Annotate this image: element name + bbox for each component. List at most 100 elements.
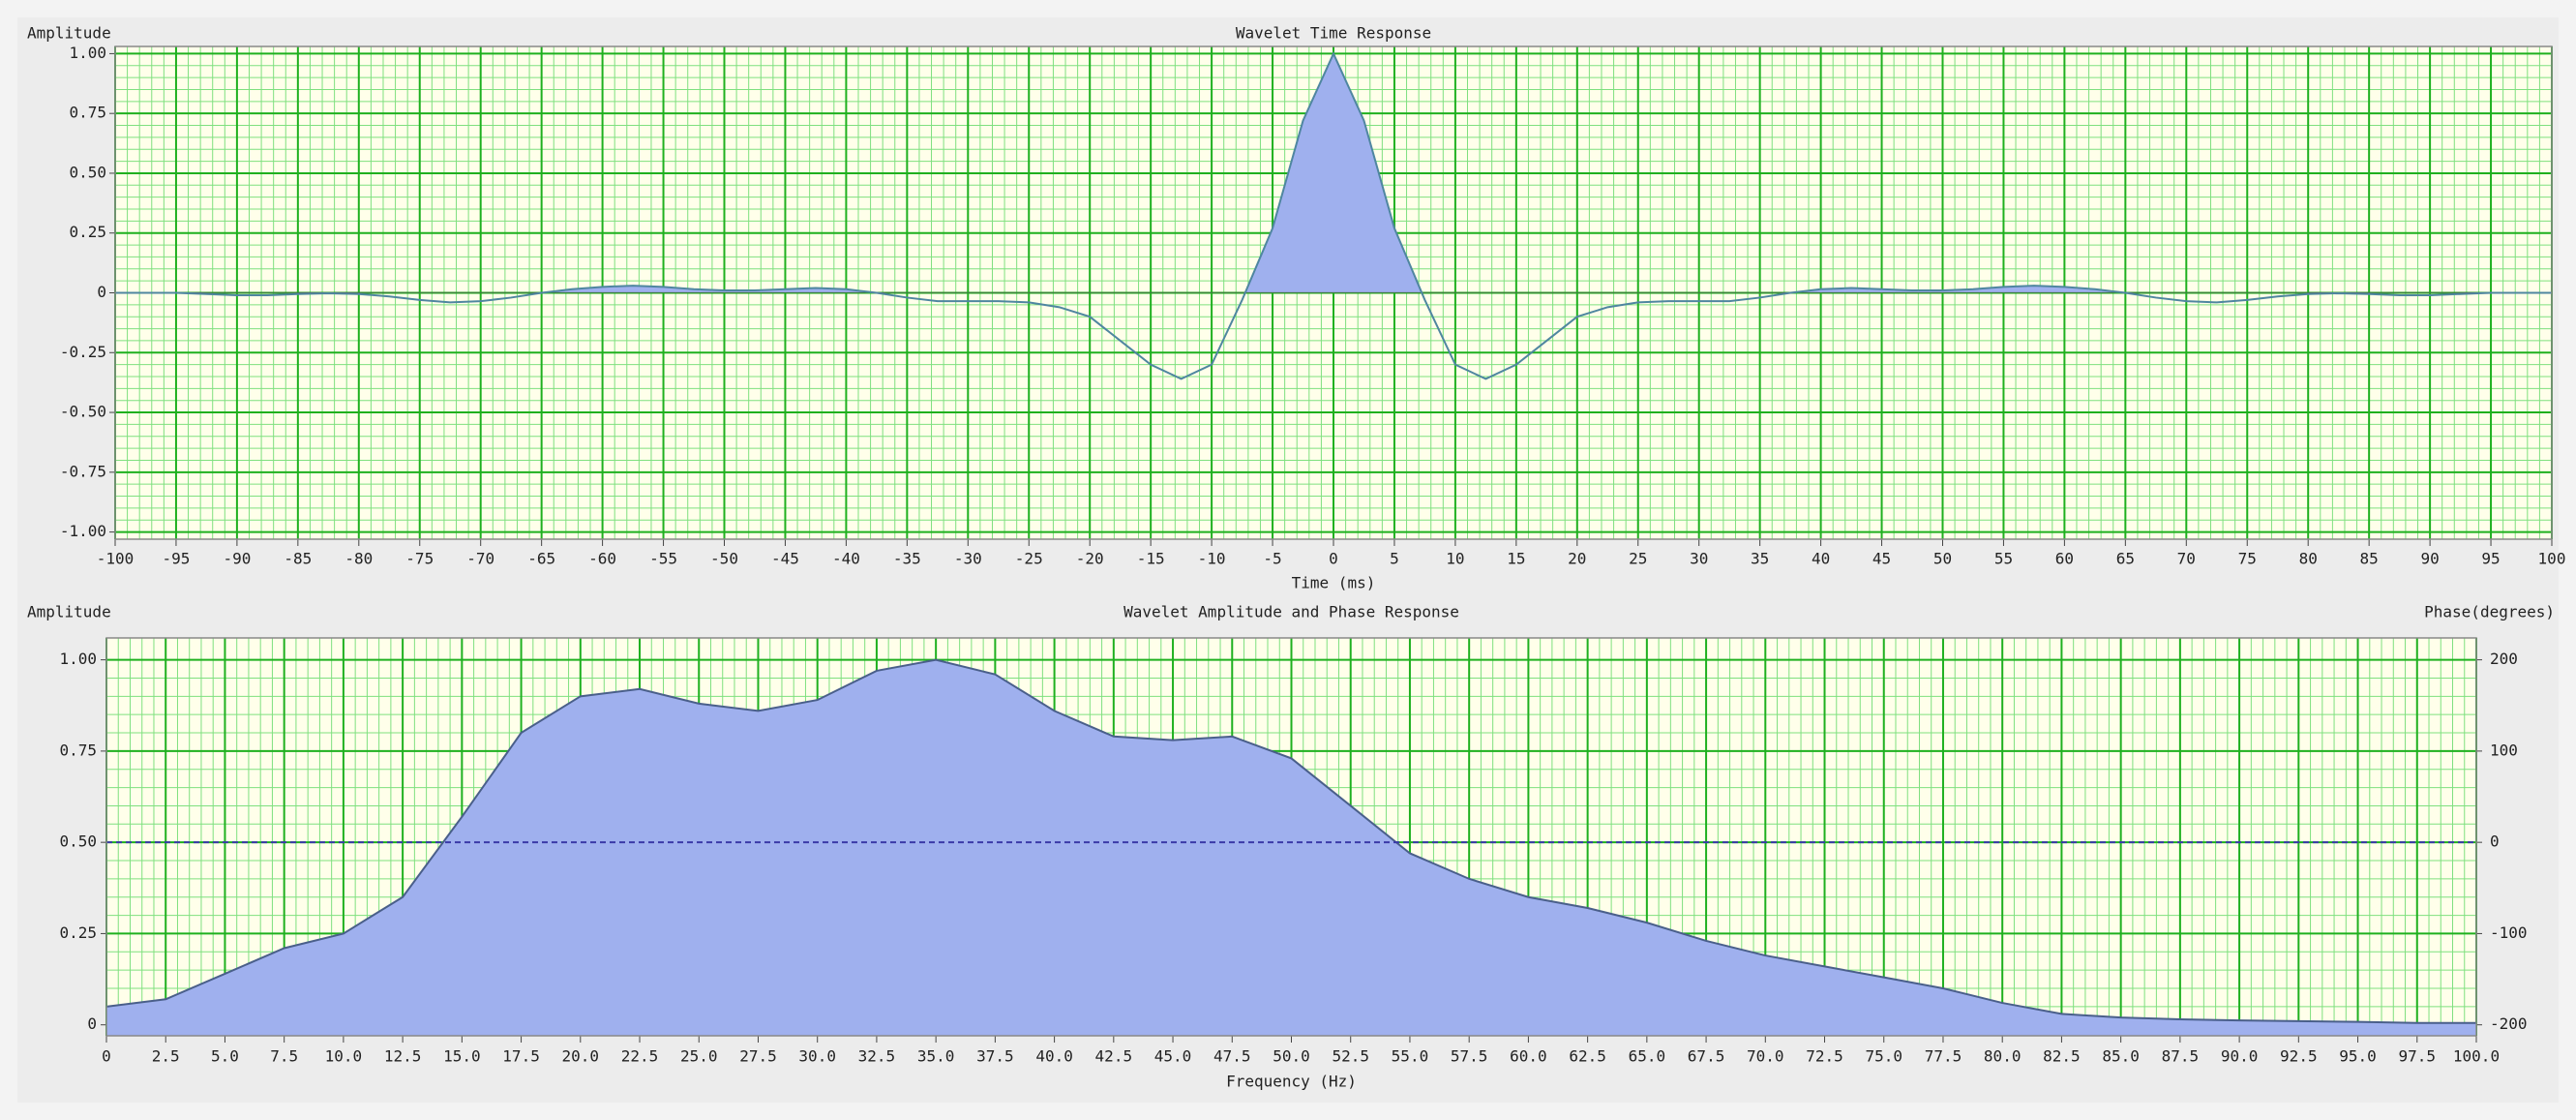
x-tick-label: 62.5 xyxy=(1569,1047,1606,1066)
x-tick-label: 30.0 xyxy=(798,1047,836,1066)
x-tick-label: 5.0 xyxy=(211,1047,239,1066)
x-tick-label: 65 xyxy=(2116,550,2135,568)
x-tick-label: 45 xyxy=(1872,550,1891,568)
x-tick-label: 10 xyxy=(1446,550,1464,568)
series-line xyxy=(115,50,2552,380)
x-tick-label: 70.0 xyxy=(1747,1047,1784,1066)
x-tick-label: 75 xyxy=(2238,550,2257,568)
x-tick-label: 50 xyxy=(1933,550,1952,568)
y-tick-label: 0.50 xyxy=(69,163,106,181)
x-tick-label: 15.0 xyxy=(443,1047,481,1066)
x-tick-label: -70 xyxy=(466,550,494,568)
y-tick-label: 0.25 xyxy=(59,923,97,942)
x-axis-title: Time (ms) xyxy=(1292,574,1376,592)
x-axis-title: Frequency (Hz) xyxy=(1226,1073,1357,1091)
x-tick-label: -50 xyxy=(710,550,738,568)
x-tick-label: 100.0 xyxy=(2453,1047,2500,1066)
x-tick-label: 0 xyxy=(1329,550,1338,568)
x-tick-label: 60.0 xyxy=(1510,1047,1547,1066)
x-tick-label: 32.5 xyxy=(858,1047,896,1066)
x-tick-label: -90 xyxy=(223,550,251,568)
y-tick-label: -0.25 xyxy=(60,343,106,361)
y-axis-title: Amplitude xyxy=(27,603,111,621)
x-tick-label: 40 xyxy=(1812,550,1830,568)
x-tick-label: 100 xyxy=(2538,550,2566,568)
x-tick-label: -25 xyxy=(1015,550,1043,568)
x-tick-label: -40 xyxy=(832,550,860,568)
x-tick-label: 90.0 xyxy=(2221,1047,2259,1066)
chart-title: Wavelet Amplitude and Phase Response xyxy=(1123,603,1459,621)
x-tick-label: 7.5 xyxy=(270,1047,298,1066)
x-tick-label: 35.0 xyxy=(917,1047,955,1066)
y-tick-label: 0.25 xyxy=(69,223,106,241)
x-tick-label: -5 xyxy=(1263,550,1281,568)
x-tick-label: -30 xyxy=(954,550,982,568)
y2-tick-label: -200 xyxy=(2490,1014,2528,1033)
x-tick-label: 80 xyxy=(2299,550,2318,568)
x-tick-label: -100 xyxy=(97,550,135,568)
area-fill xyxy=(115,53,2552,293)
x-tick-label: 87.5 xyxy=(2162,1047,2200,1066)
y-tick-label: -0.50 xyxy=(60,403,106,421)
x-tick-label: 30 xyxy=(1690,550,1708,568)
x-tick-label: -75 xyxy=(405,550,434,568)
x-tick-label: 85.0 xyxy=(2102,1047,2140,1066)
series-line xyxy=(105,658,2476,1024)
x-tick-label: 12.5 xyxy=(384,1047,422,1066)
x-tick-label: 92.5 xyxy=(2280,1047,2318,1066)
y-tick-label: 0 xyxy=(87,1014,97,1033)
plot-border xyxy=(105,637,2477,1037)
y-tick-label: 1.00 xyxy=(69,44,106,62)
x-tick-label: 27.5 xyxy=(739,1047,777,1066)
x-tick-label: 82.5 xyxy=(2043,1047,2081,1066)
x-tick-label: -85 xyxy=(284,550,312,568)
x-tick-label: 0 xyxy=(102,1047,111,1066)
x-tick-label: 72.5 xyxy=(1806,1047,1843,1066)
x-tick-label: -15 xyxy=(1137,550,1165,568)
y2-tick-label: 100 xyxy=(2490,741,2518,759)
y2-tick-label: -100 xyxy=(2490,923,2528,942)
x-tick-label: -65 xyxy=(527,550,555,568)
x-tick-label: -35 xyxy=(893,550,921,568)
x-tick-label: 85 xyxy=(2360,550,2379,568)
x-tick-label: -10 xyxy=(1198,550,1226,568)
x-tick-label: 25 xyxy=(1629,550,1647,568)
y-tick-label: 0.75 xyxy=(59,741,97,759)
x-tick-label: 35 xyxy=(1751,550,1769,568)
x-tick-label: 50.0 xyxy=(1273,1047,1310,1066)
x-tick-label: 55 xyxy=(1994,550,2013,568)
x-tick-label: 57.5 xyxy=(1451,1047,1488,1066)
y-axis-title: Amplitude xyxy=(27,24,111,43)
x-tick-label: 10.0 xyxy=(325,1047,363,1066)
y-tick-label: 0.50 xyxy=(59,832,97,851)
x-tick-label: 95 xyxy=(2481,550,2500,568)
x-tick-label: 70 xyxy=(2177,550,2196,568)
x-tick-label: 20 xyxy=(1568,550,1586,568)
x-tick-label: 42.5 xyxy=(1095,1047,1133,1066)
x-tick-label: -20 xyxy=(1076,550,1104,568)
x-tick-label: 20.0 xyxy=(562,1047,600,1066)
x-tick-label: 47.5 xyxy=(1213,1047,1251,1066)
y2-tick-label: 0 xyxy=(2490,832,2500,851)
x-tick-label: 80.0 xyxy=(1984,1047,2022,1066)
x-tick-label: 97.5 xyxy=(2399,1047,2437,1066)
x-tick-label: 22.5 xyxy=(621,1047,659,1066)
x-tick-label: 55.0 xyxy=(1392,1047,1429,1066)
x-tick-label: 65.0 xyxy=(1629,1047,1666,1066)
x-tick-label: 60 xyxy=(2055,550,2074,568)
y2-axis-title: Phase(degrees) xyxy=(2424,603,2555,621)
x-tick-label: -60 xyxy=(588,550,616,568)
x-tick-label: 90 xyxy=(2420,550,2439,568)
x-tick-label: 15 xyxy=(1507,550,1525,568)
y-tick-label: -1.00 xyxy=(60,522,106,540)
y-tick-label: 1.00 xyxy=(59,650,97,668)
x-tick-label: 5 xyxy=(1390,550,1399,568)
x-tick-label: 40.0 xyxy=(1035,1047,1073,1066)
plot-border xyxy=(114,45,2553,540)
x-tick-label: 2.5 xyxy=(152,1047,180,1066)
area-fill xyxy=(106,659,2476,1036)
x-tick-label: -80 xyxy=(344,550,373,568)
x-tick-label: 17.5 xyxy=(502,1047,540,1066)
